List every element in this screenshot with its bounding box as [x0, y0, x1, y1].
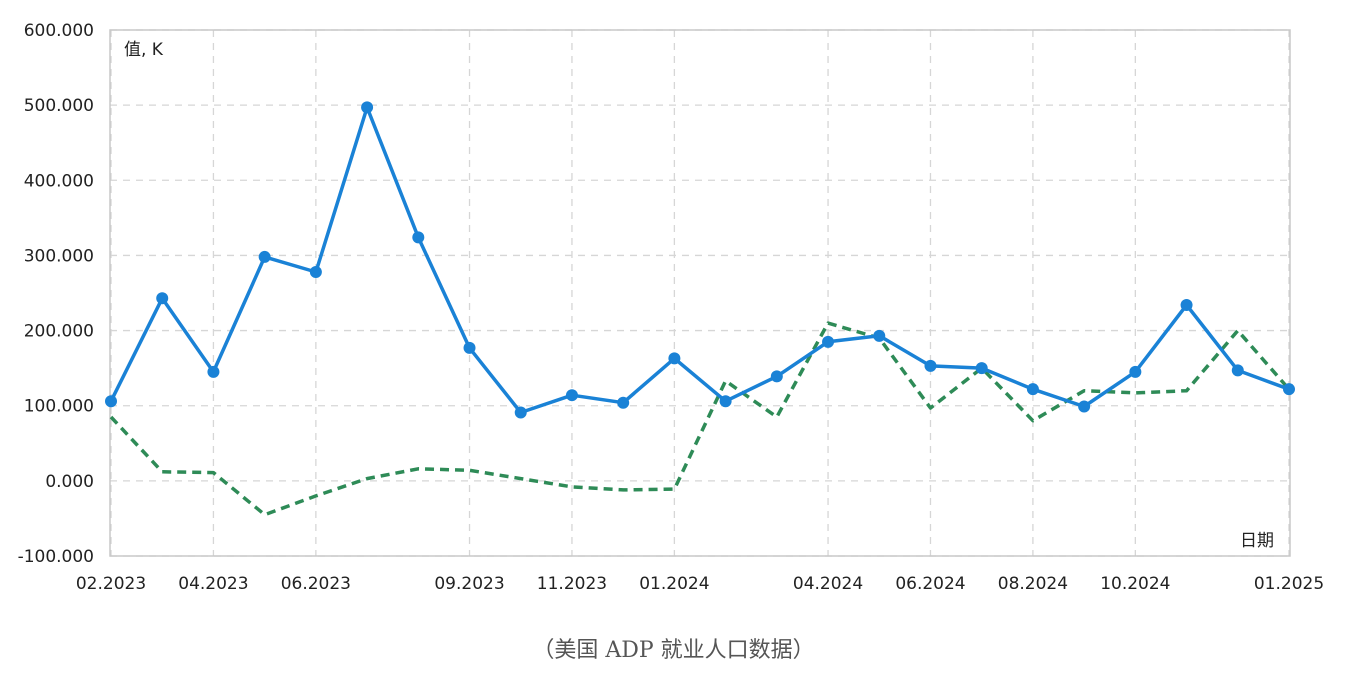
- data-point: [719, 395, 732, 408]
- data-point: [1026, 383, 1039, 396]
- y-axis-ticks: 600.000 500.000 400.000 300.000 200.000 100.0…: [18, 21, 94, 567]
- x-tick-label: 11.2023: [537, 574, 607, 594]
- data-point: [412, 231, 425, 244]
- x-axis-title: 日期: [1240, 531, 1274, 551]
- data-point: [1129, 365, 1142, 378]
- x-tick-label: 06.2023: [281, 574, 351, 594]
- y-tick-label: 400.000: [24, 171, 94, 191]
- series-line-dashed: [109, 321, 1291, 517]
- x-tick-label: 10.2024: [1100, 574, 1170, 594]
- y-tick-label: -100.000: [18, 547, 94, 567]
- x-tick-label: 08.2024: [998, 574, 1068, 594]
- x-tick-label: 04.2024: [793, 574, 863, 594]
- y-axis-title: 值, K: [124, 40, 164, 60]
- data-point: [309, 265, 322, 278]
- x-tick-label: 01.2024: [639, 574, 709, 594]
- data-point: [668, 352, 681, 365]
- y-tick-label: 100.000: [24, 397, 94, 417]
- data-point: [924, 359, 937, 372]
- plot-frame: [109, 29, 1291, 557]
- x-tick-label: 04.2023: [178, 574, 248, 594]
- data-point: [463, 341, 476, 354]
- data-point: [975, 362, 988, 375]
- data-point: [822, 335, 835, 348]
- figure-caption: （美国 ADP 就业人口数据）: [532, 638, 815, 663]
- data-point: [1180, 299, 1193, 312]
- data-point: [1078, 400, 1091, 413]
- data-point: [258, 250, 271, 263]
- data-point: [770, 370, 783, 383]
- data-point: [565, 389, 578, 402]
- y-tick-label: 300.000: [24, 246, 94, 266]
- data-point: [1283, 383, 1295, 396]
- data-point: [105, 395, 117, 408]
- data-point: [617, 396, 630, 409]
- grid-lines: [110, 29, 1290, 557]
- data-point: [873, 329, 886, 342]
- x-tick-label: 09.2023: [434, 574, 504, 594]
- y-tick-label: 200.000: [24, 322, 94, 342]
- y-tick-label: 0.000: [45, 472, 94, 492]
- x-tick-label: 06.2024: [895, 574, 965, 594]
- x-axis-ticks: 02.2023 04.2023 06.2023 09.2023 11.2023 01.20…: [76, 574, 1324, 594]
- x-tick-label: 02.2023: [76, 574, 146, 594]
- x-tick-label: 01.2025: [1254, 574, 1324, 594]
- data-point: [207, 365, 220, 378]
- y-tick-label: 500.000: [24, 96, 94, 116]
- data-point: [514, 406, 527, 419]
- data-point: [1231, 364, 1244, 377]
- data-point: [156, 292, 169, 305]
- data-point: [361, 101, 374, 114]
- series-line-solid: [109, 105, 1290, 415]
- y-tick-label: 600.000: [24, 21, 94, 41]
- series-group: [105, 101, 1295, 517]
